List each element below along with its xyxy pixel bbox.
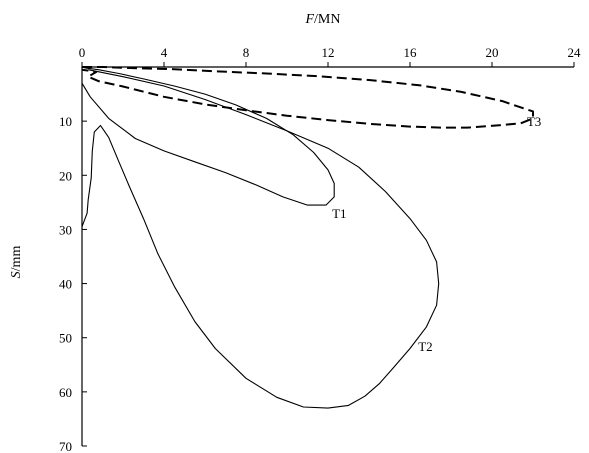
x-tick-label: 20 — [486, 45, 499, 60]
x-axis-title-symbol: F — [304, 12, 314, 27]
x-tick-label: 16 — [404, 45, 418, 60]
series-t2-line — [81, 69, 440, 409]
series-t3-line — [81, 66, 534, 129]
x-tick-label: 24 — [568, 45, 582, 60]
y-tick-label: 30 — [59, 222, 72, 237]
y-axis-title-unit: /mm — [9, 246, 24, 272]
y-axis-title: S/mm — [9, 246, 24, 279]
x-axis-title-unit: /MN — [314, 12, 340, 27]
series-t1-label: T1 — [332, 206, 346, 221]
y-tick-label: 70 — [59, 439, 72, 453]
y-tick-label: 10 — [59, 114, 72, 129]
series-t3-label: T3 — [527, 114, 541, 129]
y-axis-title-symbol: S — [9, 271, 24, 278]
y-tick-label: 60 — [59, 385, 72, 400]
series-t2-label: T2 — [418, 339, 432, 354]
x-axis-title: F/MN — [304, 12, 340, 27]
y-tick-label: 20 — [59, 168, 72, 183]
y-tick-label: 50 — [59, 331, 72, 346]
x-tick-label: 0 — [79, 45, 86, 60]
x-tick-label: 12 — [322, 45, 335, 60]
y-tick-label: 40 — [59, 277, 72, 292]
x-axis: 0 4 8 12 16 20 24 — [79, 45, 582, 68]
x-tick-label: 8 — [243, 45, 250, 60]
series-t1-line — [81, 66, 335, 206]
x-tick-label: 4 — [161, 45, 168, 60]
y-axis: 10 20 30 40 50 60 70 — [59, 67, 87, 453]
series-layer: T1 T2 T3 — [81, 66, 541, 409]
